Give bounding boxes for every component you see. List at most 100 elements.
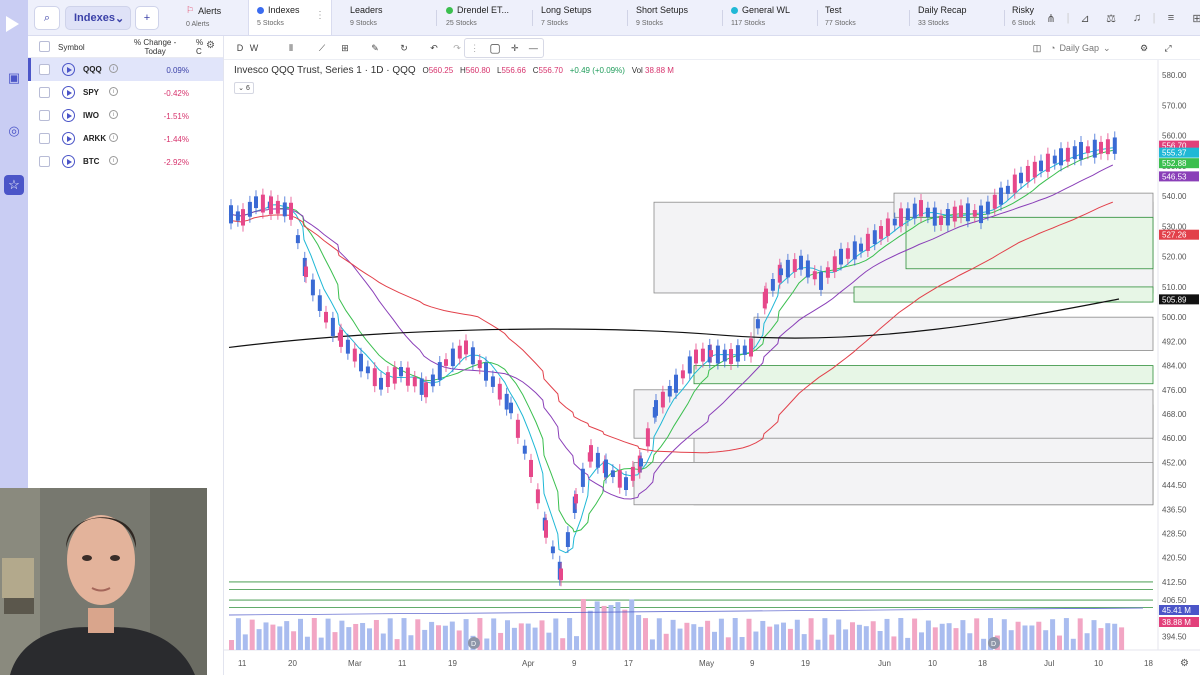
indicator-icon[interactable]: ⟋ [318,42,326,53]
play-icon[interactable] [62,109,75,122]
divider: | [1152,12,1156,24]
share-icon[interactable]: ⋔ [1046,12,1056,25]
row-checkbox[interactable] [39,87,50,98]
line-icon[interactable]: — [528,43,538,53]
candle-body [832,256,837,273]
tab-leaders[interactable]: Leaders 9 Stocks [342,0,434,35]
interval-daily[interactable]: D [236,43,244,53]
rectangle-icon[interactable]: ▢ [489,41,501,55]
tab-general-wl[interactable]: General WL 117 Stocks [723,0,815,35]
volume-bar [746,618,752,650]
pencil-icon[interactable]: ✎ [371,42,379,53]
col-change[interactable]: % Change - Today [134,38,176,56]
volume-tag-label: 38.88 M [1162,618,1191,627]
info-icon[interactable]: i [109,133,118,142]
indicator-toggle[interactable]: ⌄ 6 [234,82,254,94]
col-extra[interactable]: % C [196,38,203,56]
target-icon[interactable]: ◎ [8,123,20,138]
grid-icon[interactable]: ⊞ [1192,12,1200,25]
watchlist-row-spy[interactable]: SPY i -0.42% [28,81,223,104]
templates-icon[interactable]: ⊞ [341,42,349,53]
play-icon[interactable] [62,132,75,145]
tab-short-setups[interactable]: Short Setups 9 Stocks [628,0,720,35]
open-value: 560.25 [428,66,454,75]
col-symbol[interactable]: Symbol [58,43,85,52]
watchlist-row-qqq[interactable]: QQQ i 0.09% [28,58,223,81]
bell-icon[interactable]: ♫ [1132,12,1142,24]
row-symbol: BTC [83,157,100,166]
scale-icon[interactable]: ⚖ [1106,12,1116,25]
watchlist-row-iwo[interactable]: IWO i -1.51% [28,104,223,127]
row-change: -0.42% [163,89,189,98]
gear-icon[interactable]: ⚙ [206,40,215,51]
info-icon[interactable]: i [109,87,118,96]
drag-handle-icon[interactable]: ⋮ [470,42,480,53]
event-marker[interactable] [468,637,480,649]
candle-body [722,349,727,362]
axis-settings-icon[interactable]: ⚙ [1180,658,1189,669]
tab-separator [627,10,628,26]
layout-select[interactable]: ◔ Daily Gap ⌄ [1050,40,1130,56]
select-all-checkbox[interactable] [39,41,50,52]
info-icon[interactable]: i [109,156,118,165]
row-checkbox[interactable] [39,64,50,75]
undo-icon[interactable]: ↶ [430,42,438,53]
tab-test[interactable]: Test 77 Stocks [817,0,907,35]
tab-risky[interactable]: Risky 6 Stock [1004,0,1044,35]
info-icon[interactable]: i [109,64,118,73]
volume-bar [801,634,807,650]
candle-body [450,348,455,367]
play-icon[interactable] [62,86,75,99]
chevron-down-icon: ⌄ [114,12,125,25]
row-checkbox[interactable] [39,110,50,121]
volume-bar [712,631,717,650]
candle-body [304,266,308,278]
search-icon: ⌕ [43,11,51,24]
add-list-button[interactable]: + [135,6,159,30]
volume-bar [850,622,855,650]
candle-body [535,489,540,504]
candle-body [819,271,823,290]
chart-icon[interactable]: ⊿ [1080,12,1090,25]
tab-alerts[interactable]: ⚐ Alerts 0 Alerts [178,0,246,35]
settings-icon[interactable]: ⚙ [1139,42,1149,53]
crosshair-icon[interactable]: ✛ [511,42,519,53]
chart-canvas[interactable]: 580.00570.00560.00550.00540.00530.00520.… [224,60,1200,675]
watchlist-row-arkk[interactable]: ARKK i -1.44% [28,127,223,150]
watchlist-select[interactable]: Indexes ⌄ [65,6,131,30]
candle-body [799,255,803,270]
star-icon[interactable]: ☆ [4,175,24,195]
info-icon[interactable]: i [109,110,118,119]
camera-icon[interactable]: ◫ [1032,42,1042,53]
more-icon[interactable]: ⋮ [315,10,325,21]
volume-bar [781,622,786,650]
interval-weekly[interactable]: W [249,43,259,53]
event-marker[interactable] [988,637,1000,649]
search-button[interactable]: ⌕ [34,6,60,30]
candle-body [972,210,977,217]
tab-long-setups[interactable]: Long Setups 7 Stocks [533,0,625,35]
play-icon[interactable] [62,63,75,76]
row-checkbox[interactable] [39,133,50,144]
briefcase-icon[interactable]: ▣ [7,70,21,85]
price-chart[interactable]: 580.00570.00560.00550.00540.00530.00520.… [224,60,1200,675]
volume-bar [229,640,234,650]
tab-daily-recap[interactable]: Daily Recap 33 Stocks [910,0,1002,35]
price-axis-label: 500.00 [1162,313,1187,322]
watchlist-row-btc[interactable]: BTC i -2.92% [28,150,223,173]
tab-drendel-et[interactable]: Drendel ET... 25 Stocks [438,0,530,35]
fullscreen-icon[interactable]: ⤢ [1164,42,1172,53]
refresh-icon[interactable]: ↻ [400,42,408,53]
bar-style-icon[interactable]: ⫴ [289,42,293,53]
candle-body [359,353,363,372]
tab-indexes[interactable]: Indexes 5 Stocks ⋮ [248,0,332,35]
candle-body [254,196,258,209]
volume-bar [498,632,504,650]
list-icon[interactable]: ≡ [1167,12,1175,24]
volume-bar [905,637,911,650]
redo-icon[interactable]: ↷ [453,42,461,53]
candle-body [952,206,957,222]
row-checkbox[interactable] [39,156,50,167]
candle-body [865,233,870,251]
play-icon[interactable] [62,155,75,168]
